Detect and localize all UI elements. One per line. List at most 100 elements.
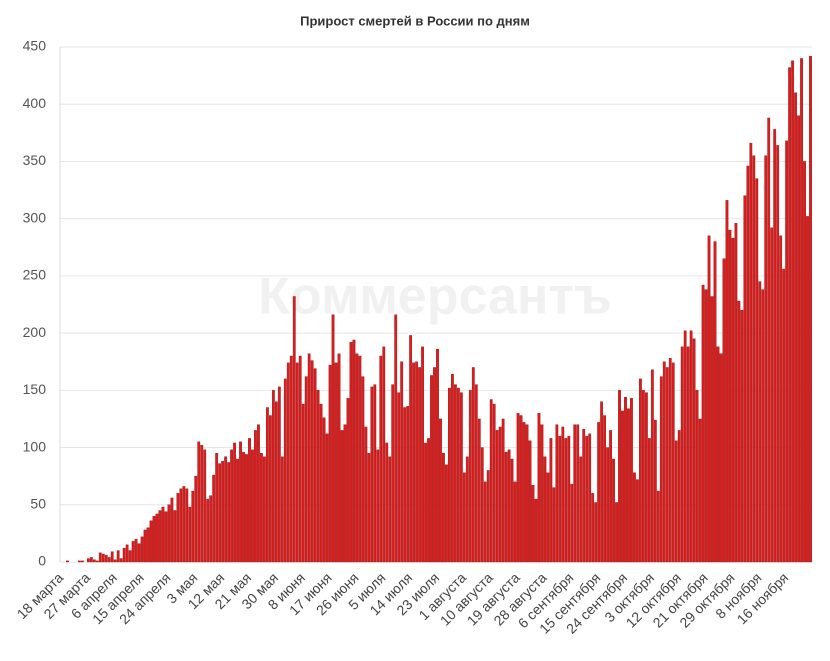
bar bbox=[191, 490, 195, 563]
bar bbox=[633, 472, 636, 563]
bar bbox=[340, 430, 344, 563]
y-tick-label: 450 bbox=[23, 38, 47, 54]
bar bbox=[143, 529, 147, 563]
bar bbox=[328, 364, 332, 563]
bar bbox=[707, 235, 711, 563]
bar bbox=[692, 338, 696, 563]
bar bbox=[779, 235, 783, 563]
bar bbox=[78, 560, 81, 563]
bar bbox=[454, 384, 457, 563]
bar bbox=[292, 296, 296, 563]
bar bbox=[349, 342, 353, 563]
bar bbox=[597, 422, 601, 563]
bar bbox=[686, 346, 690, 563]
bar bbox=[436, 348, 439, 563]
bar bbox=[477, 418, 481, 563]
bar bbox=[176, 493, 180, 563]
bar bbox=[492, 403, 496, 563]
bar bbox=[239, 441, 242, 563]
bar bbox=[474, 384, 478, 563]
bar bbox=[722, 258, 726, 563]
bar bbox=[373, 384, 377, 563]
bar bbox=[498, 426, 502, 563]
bar bbox=[346, 398, 350, 563]
bar bbox=[713, 241, 717, 563]
bar bbox=[367, 453, 371, 563]
bar bbox=[412, 362, 416, 563]
bar bbox=[764, 155, 768, 563]
bar bbox=[540, 424, 544, 563]
bar bbox=[140, 536, 144, 563]
bar bbox=[113, 559, 117, 563]
bar bbox=[364, 426, 368, 563]
bar bbox=[334, 362, 338, 563]
y-tick-label: 150 bbox=[23, 381, 47, 397]
bar bbox=[158, 510, 162, 563]
bar bbox=[322, 417, 326, 563]
bar bbox=[656, 490, 660, 563]
bar bbox=[561, 426, 565, 563]
bar bbox=[650, 369, 654, 563]
bar bbox=[319, 403, 323, 563]
bar bbox=[230, 449, 233, 563]
bar bbox=[456, 387, 460, 563]
bar bbox=[749, 142, 753, 563]
bar bbox=[537, 413, 541, 563]
bar bbox=[391, 384, 395, 563]
bar bbox=[531, 485, 535, 563]
bar bbox=[644, 392, 648, 563]
bar bbox=[809, 55, 812, 563]
bar bbox=[794, 92, 797, 563]
bar bbox=[606, 447, 609, 563]
bar bbox=[653, 419, 657, 563]
bar bbox=[683, 330, 687, 563]
bar bbox=[295, 362, 299, 563]
bar bbox=[188, 506, 192, 563]
bar bbox=[125, 544, 129, 563]
bar bbox=[731, 237, 735, 563]
bar bbox=[394, 314, 398, 563]
bar bbox=[803, 161, 806, 563]
bar bbox=[289, 355, 293, 563]
y-tick-label: 400 bbox=[23, 95, 47, 111]
bar bbox=[122, 548, 126, 563]
bar bbox=[86, 558, 90, 563]
bar bbox=[260, 453, 263, 563]
bar bbox=[743, 195, 747, 563]
bar bbox=[740, 310, 744, 563]
bar bbox=[337, 353, 341, 563]
bar bbox=[486, 470, 490, 563]
bar bbox=[773, 129, 777, 563]
y-tick-label: 100 bbox=[23, 438, 47, 454]
bar bbox=[603, 415, 606, 563]
bar bbox=[519, 415, 523, 563]
bar bbox=[624, 397, 627, 563]
watermark: Коммерсантъ bbox=[258, 268, 612, 326]
bar bbox=[277, 386, 281, 563]
bar bbox=[746, 165, 750, 563]
bar bbox=[546, 472, 550, 563]
bar bbox=[776, 145, 780, 563]
bar bbox=[209, 495, 213, 563]
y-tick-label: 250 bbox=[23, 267, 47, 283]
bar bbox=[119, 558, 123, 563]
bar bbox=[716, 346, 720, 563]
bar bbox=[248, 438, 251, 563]
bar bbox=[400, 361, 404, 563]
bar bbox=[194, 475, 198, 563]
bar bbox=[761, 289, 765, 563]
bar bbox=[752, 155, 756, 563]
bar bbox=[388, 456, 392, 563]
bar bbox=[233, 442, 236, 563]
bar bbox=[534, 498, 538, 563]
bar bbox=[134, 538, 138, 563]
bar bbox=[728, 229, 732, 563]
bar bbox=[358, 355, 362, 563]
bar bbox=[110, 551, 114, 563]
bar bbox=[671, 362, 675, 563]
bar bbox=[558, 435, 562, 563]
bar bbox=[301, 403, 305, 563]
bar bbox=[304, 376, 308, 563]
bar bbox=[504, 451, 508, 563]
